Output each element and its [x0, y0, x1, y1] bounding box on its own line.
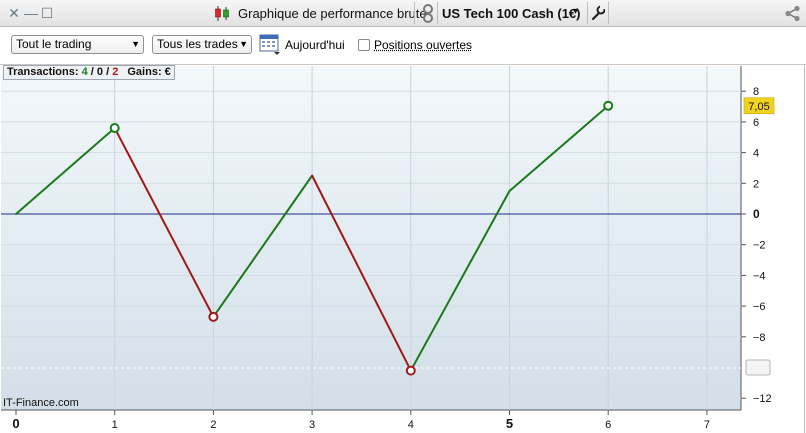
wrench-icon[interactable] — [591, 5, 605, 21]
y-tick-label: 2 — [753, 178, 759, 190]
transactions-label: Transactions: — [7, 66, 79, 78]
trade-point-marker[interactable] — [109, 123, 120, 134]
scroll-handle[interactable] — [745, 359, 771, 376]
axis-background — [741, 66, 805, 410]
y-tick-label: 6 — [753, 117, 759, 129]
trade-point-marker[interactable] — [603, 100, 614, 111]
last-value-label: 7,05 — [748, 101, 769, 113]
scope-select[interactable]: Tout le trading ▼ — [11, 35, 144, 54]
calendar-icon[interactable] — [259, 33, 281, 55]
x-tick-label: 7 — [704, 419, 710, 431]
open-positions-checkbox[interactable] — [358, 39, 370, 51]
y-tick-label: −4 — [753, 270, 766, 282]
plot-background — [1, 66, 741, 410]
trades-select[interactable]: Tous les trades ▼ — [152, 35, 252, 54]
watermark: IT-Finance.com — [3, 397, 79, 409]
x-tick-label: 2 — [210, 419, 216, 431]
trades-select-value: Tous les trades — [157, 37, 238, 51]
y-tick-label: −6 — [753, 301, 766, 313]
title-bar: ✕ — ☐ Graphique de performance brute US … — [0, 0, 806, 27]
gains-label: Gains: € — [127, 66, 171, 78]
losses-count: 2 — [112, 66, 119, 78]
wins-count: 4 — [81, 66, 88, 78]
toolbar: Tout le trading ▼ Tous les trades ▼ Aujo… — [0, 27, 806, 64]
instrument-label: US Tech 100 Cash (1€) — [442, 6, 581, 21]
summary-separator: / — [87, 66, 97, 78]
window-title: Graphique de performance brute — [238, 6, 427, 21]
x-tick-label: 6 — [605, 419, 611, 431]
divider — [414, 2, 415, 24]
last-value-badge — [743, 97, 775, 115]
y-tick-label: 8 — [753, 86, 759, 98]
y-tick-label: −2 — [753, 240, 766, 252]
neutral-count: 0 — [96, 66, 104, 78]
candlestick-icon — [215, 6, 229, 21]
x-tick-label: 0 — [12, 416, 19, 431]
y-tick-label: −12 — [753, 393, 772, 405]
summary-separator: / — [103, 66, 113, 78]
chevron-down-icon: ▼ — [131, 39, 140, 49]
x-tick-label: 1 — [112, 419, 118, 431]
y-tick-label: −8 — [753, 332, 766, 344]
link-icon[interactable] — [421, 4, 435, 23]
trade-point-marker[interactable] — [208, 311, 219, 322]
share-icon[interactable] — [784, 5, 801, 22]
series-segment — [113, 127, 215, 318]
chevron-down-icon: ▼ — [239, 39, 248, 49]
trade-point-marker[interactable] — [405, 365, 416, 376]
y-tick-label: 0 — [753, 207, 760, 221]
chevron-down-icon: ▾ — [573, 6, 579, 17]
date-label[interactable]: Aujourd'hui — [285, 38, 345, 52]
instrument-selector[interactable]: US Tech 100 Cash (1€) ▾ — [440, 0, 585, 26]
series-segment — [508, 104, 610, 192]
close-icon[interactable]: ✕ — [8, 5, 20, 21]
maximize-icon[interactable]: ☐ — [40, 5, 54, 21]
series-segment — [15, 127, 116, 215]
series-segment — [311, 174, 412, 372]
open-positions-label[interactable]: Positions ouvertes — [374, 38, 473, 52]
y-tick-label: 4 — [753, 148, 759, 160]
x-tick-label: 3 — [309, 419, 315, 431]
series-segment — [212, 174, 314, 318]
divider — [437, 2, 438, 24]
divider — [587, 2, 588, 24]
series-segment — [409, 189, 511, 372]
x-tick-label: 5 — [506, 416, 513, 431]
minimize-icon[interactable]: — — [24, 5, 38, 21]
transactions-summary: Transactions: 4 / 0 / 2 Gains: € — [3, 65, 175, 80]
x-tick-label: 4 — [408, 419, 414, 431]
scope-select-value: Tout le trading — [16, 37, 92, 51]
divider — [608, 2, 609, 24]
